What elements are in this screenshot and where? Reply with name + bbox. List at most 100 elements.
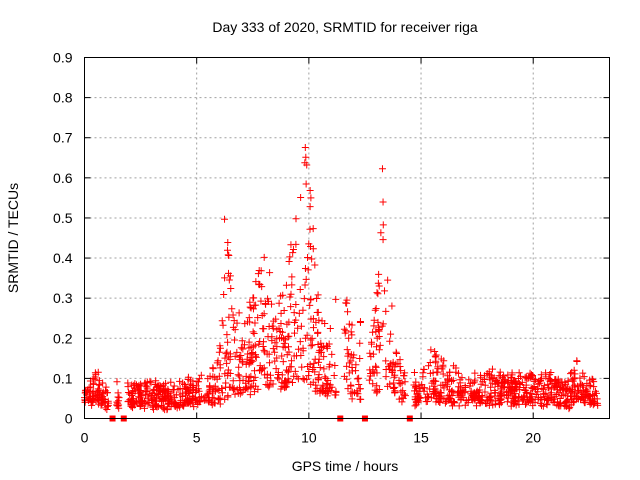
data-point <box>430 390 438 398</box>
data-point <box>555 389 563 397</box>
data-point <box>280 306 288 314</box>
data-point <box>396 362 404 370</box>
data-point <box>452 368 460 376</box>
data-point <box>102 383 110 391</box>
data-point <box>225 313 233 321</box>
plot-frame <box>84 57 610 419</box>
data-point <box>305 367 313 375</box>
data-point <box>496 368 504 376</box>
data-point <box>294 345 302 353</box>
data-point <box>310 359 318 367</box>
data-point <box>502 388 510 396</box>
data-point <box>492 397 500 405</box>
data-point <box>301 281 309 289</box>
data-point <box>195 397 203 405</box>
data-point <box>388 302 396 310</box>
data-point <box>372 362 380 370</box>
data-point <box>550 395 558 403</box>
data-point <box>185 384 193 392</box>
data-point <box>410 369 418 377</box>
data-point <box>347 381 355 389</box>
data-point <box>375 270 383 278</box>
data-point <box>347 390 355 398</box>
data-point <box>514 375 522 383</box>
data-point <box>245 373 253 381</box>
data-point <box>169 398 177 406</box>
data-point <box>242 372 250 380</box>
data-point <box>531 398 539 406</box>
data-point <box>448 388 456 396</box>
data-point <box>257 367 265 375</box>
data-point <box>267 377 275 385</box>
data-point <box>378 165 386 173</box>
data-point <box>356 318 364 326</box>
data-point <box>395 395 403 403</box>
y-tick-label: 0.9 <box>53 50 73 66</box>
data-point <box>448 392 456 400</box>
data-point <box>261 348 269 356</box>
data-point <box>437 389 445 397</box>
data-point <box>284 333 292 341</box>
data-point <box>538 384 546 392</box>
data-point <box>297 322 305 330</box>
data-point <box>450 362 458 370</box>
data-point <box>465 376 473 384</box>
data-point <box>369 350 377 358</box>
data-point <box>485 370 493 378</box>
data-point <box>559 391 567 399</box>
data-point <box>348 395 356 403</box>
data-point <box>348 367 356 375</box>
data-point <box>569 377 577 385</box>
y-axis-ticks: 0 0.1 0.2 0.3 0.4 0.5 0.6 0.7 0.8 0.9 <box>53 50 610 427</box>
data-point <box>213 385 221 393</box>
data-point <box>263 374 271 382</box>
data-point <box>301 144 309 152</box>
data-point <box>526 393 534 401</box>
data-point <box>243 318 251 326</box>
data-point <box>103 402 111 410</box>
data-point <box>315 371 323 379</box>
data-point <box>290 309 298 317</box>
data-point <box>221 354 229 362</box>
data-point <box>485 395 493 403</box>
data-point <box>210 394 218 402</box>
data-point <box>522 388 530 396</box>
data-point <box>288 273 296 281</box>
data-point <box>225 269 233 277</box>
data-point <box>496 392 504 400</box>
data-point <box>313 295 321 303</box>
data-point <box>556 394 564 402</box>
data-point <box>399 394 407 402</box>
data-point <box>302 153 310 161</box>
x-tick-label: 20 <box>525 430 541 446</box>
data-point <box>563 386 571 394</box>
data-point <box>218 389 226 397</box>
data-point <box>193 386 201 394</box>
data-point <box>530 384 538 392</box>
data-point <box>299 344 307 352</box>
data-point <box>373 382 381 390</box>
y-tick-label: 0.7 <box>53 130 73 146</box>
data-point <box>481 381 489 389</box>
data-point <box>309 245 317 253</box>
data-point <box>279 343 287 351</box>
data-point <box>246 298 254 306</box>
data-point <box>216 395 224 403</box>
data-point <box>481 372 489 380</box>
data-point <box>162 394 170 402</box>
data-point <box>184 373 192 381</box>
data-point <box>566 393 574 401</box>
data-point <box>271 348 279 356</box>
data-point <box>143 378 151 386</box>
data-point <box>343 362 351 370</box>
data-point <box>176 385 184 393</box>
data-point <box>311 387 319 395</box>
data-point <box>314 328 322 336</box>
data-point <box>167 378 175 386</box>
data-point <box>306 203 314 211</box>
data-point <box>144 393 152 401</box>
data-point <box>101 387 109 395</box>
data-point <box>554 378 562 386</box>
data-point <box>371 306 379 314</box>
data-point <box>377 229 385 237</box>
